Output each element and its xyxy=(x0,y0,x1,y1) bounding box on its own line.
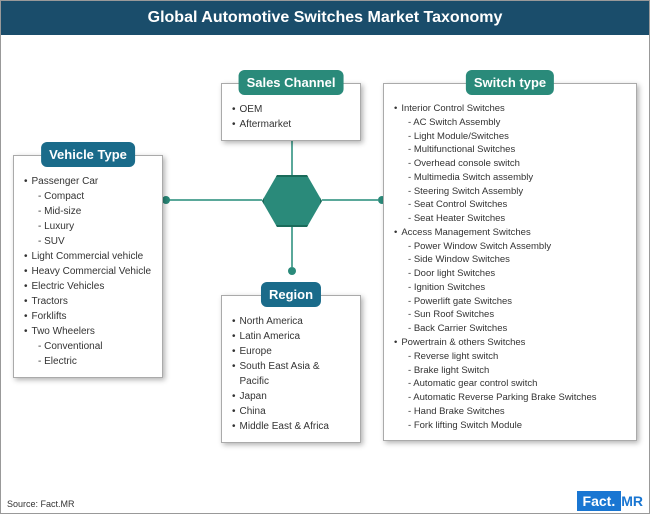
card-header-switch-type: Switch type xyxy=(466,70,554,95)
list-item: Steering Switch Assembly xyxy=(394,185,626,199)
logo: Fact.MR xyxy=(577,493,643,509)
card-header-sales-channel: Sales Channel xyxy=(239,70,344,95)
list-item: Automatic gear control switch xyxy=(394,377,626,391)
list-item: Fork lifting Switch Module xyxy=(394,419,626,433)
card-switch-type: Switch typeInterior Control SwitchesAC S… xyxy=(383,83,637,441)
list-item: SUV xyxy=(24,234,152,249)
card-region: RegionNorth AmericaLatin AmericaEuropeSo… xyxy=(221,295,361,443)
logo-fact: Fact. xyxy=(577,491,622,511)
list-item: Overhead console switch xyxy=(394,157,626,171)
list-item: Forklifts xyxy=(24,309,152,324)
list-item: OEM xyxy=(232,102,350,117)
list-item: Light Module/Switches xyxy=(394,130,626,144)
list-item: Latin America xyxy=(232,329,350,344)
list-item: Powerlift gate Switches xyxy=(394,295,626,309)
list-item: Middle East & Africa xyxy=(232,419,350,434)
card-vehicle-type: Vehicle TypePassenger CarCompactMid-size… xyxy=(13,155,163,378)
page-title: Global Automotive Switches Market Taxono… xyxy=(1,1,649,35)
list-item: Aftermarket xyxy=(232,117,350,132)
list-item: Tractors xyxy=(24,294,152,309)
list-item: Mid-size xyxy=(24,204,152,219)
list-item: Seat Control Switches xyxy=(394,198,626,212)
list-item: Automatic Reverse Parking Brake Switches xyxy=(394,391,626,405)
list-item: Luxury xyxy=(24,219,152,234)
list-item: North America xyxy=(232,314,350,329)
list-item: Interior Control Switches xyxy=(394,102,626,116)
list-item: Access Management Switches xyxy=(394,226,626,240)
list-item: Side Window Switches xyxy=(394,253,626,267)
hexagon-hub xyxy=(262,175,322,227)
card-header-vehicle-type: Vehicle Type xyxy=(41,142,135,167)
list-item: Heavy Commercial Vehicle xyxy=(24,264,152,279)
list-item: Ignition Switches xyxy=(394,281,626,295)
card-body-region: North AmericaLatin AmericaEuropeSouth Ea… xyxy=(222,296,360,442)
card-sales-channel: Sales ChannelOEMAftermarket xyxy=(221,83,361,141)
taxonomy-canvas: Sales ChannelOEMAftermarketVehicle TypeP… xyxy=(1,35,649,495)
connector-line xyxy=(291,135,293,175)
list-item: Sun Roof Switches xyxy=(394,308,626,322)
list-item: Brake light Switch xyxy=(394,364,626,378)
card-body-vehicle-type: Passenger CarCompactMid-sizeLuxurySUVLig… xyxy=(14,156,162,377)
list-item: Japan xyxy=(232,389,350,404)
list-item: Electric xyxy=(24,354,152,369)
card-body-switch-type: Interior Control SwitchesAC Switch Assem… xyxy=(384,84,636,440)
list-item: Passenger Car xyxy=(24,174,152,189)
list-item: Multifunctional Switches xyxy=(394,143,626,157)
connector-dot xyxy=(288,267,296,275)
list-item: Seat Heater Switches xyxy=(394,212,626,226)
list-item: Compact xyxy=(24,189,152,204)
list-item: Europe xyxy=(232,344,350,359)
list-item: Power Window Switch Assembly xyxy=(394,240,626,254)
list-item: South East Asia & Pacific xyxy=(232,359,350,389)
list-item: Door light Switches xyxy=(394,267,626,281)
list-item: Back Carrier Switches xyxy=(394,322,626,336)
connector-line xyxy=(322,199,378,201)
logo-mr: MR xyxy=(621,493,643,509)
connector-line xyxy=(291,227,293,267)
list-item: Electric Vehicles xyxy=(24,279,152,294)
connector-dot xyxy=(162,196,170,204)
list-item: China xyxy=(232,404,350,419)
connector-line xyxy=(166,199,262,201)
list-item: Conventional xyxy=(24,339,152,354)
list-item: Light Commercial vehicle xyxy=(24,249,152,264)
list-item: Two Wheelers xyxy=(24,324,152,339)
list-item: Powertrain & others Switches xyxy=(394,336,626,350)
card-header-region: Region xyxy=(261,282,321,307)
list-item: Hand Brake Switches xyxy=(394,405,626,419)
list-item: AC Switch Assembly xyxy=(394,116,626,130)
list-item: Multimedia Switch assembly xyxy=(394,171,626,185)
list-item: Reverse light switch xyxy=(394,350,626,364)
source-label: Source: Fact.MR xyxy=(7,499,75,509)
